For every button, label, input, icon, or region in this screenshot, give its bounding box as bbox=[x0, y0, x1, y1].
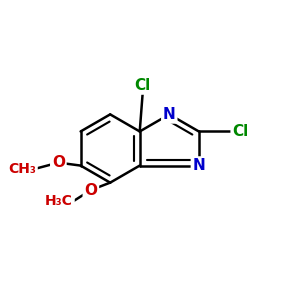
Text: O: O bbox=[52, 155, 65, 170]
Text: N: N bbox=[193, 158, 205, 173]
Text: H₃C: H₃C bbox=[45, 194, 73, 208]
Text: CH₃: CH₃ bbox=[8, 161, 36, 176]
Text: Cl: Cl bbox=[135, 78, 151, 93]
Text: Cl: Cl bbox=[232, 124, 248, 139]
Text: O: O bbox=[84, 183, 98, 198]
Text: N: N bbox=[163, 107, 176, 122]
